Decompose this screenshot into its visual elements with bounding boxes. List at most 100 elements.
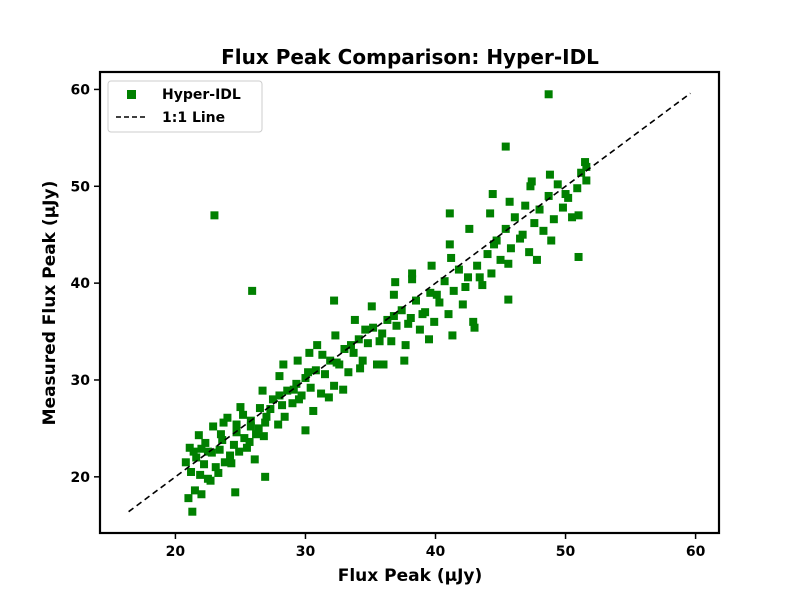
data-point <box>197 490 206 499</box>
data-point <box>490 240 499 249</box>
data-point <box>187 467 196 476</box>
legend-label-hyper-idl: Hyper-IDL <box>162 87 241 103</box>
data-point <box>553 180 562 189</box>
data-point <box>262 412 271 421</box>
data-point <box>275 372 284 381</box>
data-point <box>561 190 570 199</box>
data-point <box>340 344 349 353</box>
data-point <box>525 248 534 257</box>
data-point <box>504 295 513 304</box>
data-point <box>203 447 212 456</box>
data-point <box>258 386 267 395</box>
data-point <box>475 273 484 282</box>
x-tick-label: 30 <box>296 544 316 560</box>
data-point <box>190 486 199 495</box>
data-point <box>339 385 348 394</box>
data-point <box>210 211 219 220</box>
data-point <box>487 269 496 278</box>
data-point <box>574 211 583 220</box>
data-point <box>275 391 284 400</box>
data-point <box>239 410 248 419</box>
data-point <box>206 476 215 485</box>
data-point <box>427 261 436 270</box>
data-point <box>209 422 218 431</box>
data-point <box>432 290 441 299</box>
data-point <box>418 310 427 319</box>
chart-title: Flux Peak Comparison: Hyper-IDL <box>221 45 599 69</box>
data-point <box>201 438 210 447</box>
data-point <box>232 420 241 429</box>
data-point <box>188 507 197 516</box>
data-point <box>330 381 339 390</box>
data-point <box>581 158 590 167</box>
data-point <box>245 437 254 446</box>
data-point <box>301 426 310 435</box>
data-point <box>501 224 510 233</box>
data-point <box>194 431 203 440</box>
data-point <box>184 494 193 503</box>
data-point <box>250 455 259 464</box>
y-tick-label: 50 <box>71 179 91 195</box>
data-point <box>226 451 235 460</box>
data-point <box>218 436 227 445</box>
data-point <box>535 205 544 214</box>
legend-marker-hyper-idl <box>127 90 136 99</box>
data-point <box>181 458 190 467</box>
data-point <box>483 250 492 259</box>
y-tick-label: 30 <box>71 373 91 389</box>
data-point <box>330 296 339 305</box>
data-point <box>425 335 434 344</box>
data-point <box>449 286 458 295</box>
data-point <box>293 356 302 365</box>
data-point <box>279 360 288 369</box>
data-point <box>261 472 270 481</box>
data-point <box>346 341 355 350</box>
data-point <box>189 447 198 456</box>
data-point <box>361 325 370 334</box>
reference-line-1-1 <box>128 92 691 513</box>
data-point <box>356 364 365 373</box>
data-point <box>223 413 232 422</box>
data-point <box>539 226 548 235</box>
data-point <box>229 440 238 449</box>
data-point <box>406 313 415 322</box>
data-point <box>331 331 340 340</box>
data-point <box>473 261 482 270</box>
data-point <box>430 317 439 326</box>
data-point <box>196 470 205 479</box>
data-point <box>544 90 553 99</box>
data-point <box>268 395 277 404</box>
data-point <box>504 259 513 268</box>
data-point <box>254 424 263 433</box>
x-tick-label: 20 <box>166 544 186 560</box>
data-point <box>448 331 457 340</box>
data-point <box>216 430 225 439</box>
data-point <box>387 337 396 346</box>
data-point <box>510 213 519 222</box>
data-point <box>313 341 322 350</box>
data-point <box>582 176 591 185</box>
plot-frame <box>98 70 721 535</box>
data-point <box>367 302 376 311</box>
data-point <box>248 286 257 295</box>
data-point <box>219 418 228 427</box>
data-point <box>458 300 467 309</box>
data-point <box>445 209 454 218</box>
data-point <box>211 463 220 472</box>
data-point <box>283 386 292 395</box>
data-point <box>375 337 384 346</box>
data-point <box>447 253 456 262</box>
data-point <box>391 278 400 287</box>
data-point <box>573 184 582 193</box>
data-point <box>215 445 224 454</box>
data-point <box>404 319 413 328</box>
data-point <box>255 404 264 413</box>
y-tick-label: 20 <box>71 470 91 486</box>
data-point <box>320 370 329 379</box>
data-point <box>358 356 367 365</box>
data-point <box>220 458 229 467</box>
data-point <box>349 348 358 357</box>
data-point <box>496 255 505 264</box>
data-point <box>505 197 514 206</box>
